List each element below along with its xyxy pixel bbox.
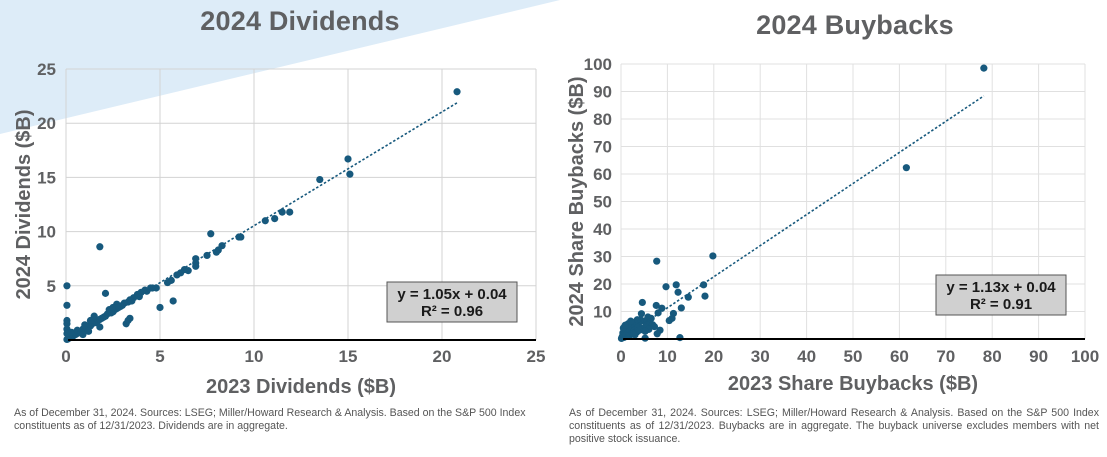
buybacks-data-point <box>709 252 717 260</box>
buybacks-data-point <box>641 327 649 335</box>
buybacks-chart-title: 2024 Buybacks <box>756 10 954 40</box>
buybacks-data-point <box>653 257 661 265</box>
dividends-y-tick-label: 15 <box>37 168 56 187</box>
buybacks-y-tick-label: 30 <box>593 248 612 267</box>
buybacks-x-tick-label: 80 <box>983 347 1002 366</box>
dividends-data-point <box>261 217 269 225</box>
buybacks-x-tick-label: 90 <box>1029 347 1048 366</box>
dividends-equation-text: y = 1.05x + 0.04 <box>397 286 507 303</box>
buybacks-equation-text: y = 1.13x + 0.04 <box>946 279 1056 296</box>
buybacks-x-tick-label: 60 <box>890 347 909 366</box>
dividends-y-tick-label: 25 <box>37 60 56 79</box>
buybacks-x-axis-title: 2023 Share Buybacks ($B) <box>728 373 978 395</box>
buybacks-data-point <box>650 323 659 331</box>
dividends-x-tick-label: 10 <box>245 347 264 366</box>
buybacks-data-point <box>674 288 682 296</box>
buybacks-x-tick-label: 50 <box>844 347 863 366</box>
dividends-data-point <box>453 88 461 96</box>
buybacks-x-tick-label: 70 <box>936 347 955 366</box>
buybacks-data-point <box>701 292 709 300</box>
buybacks-equation-box <box>935 274 1067 316</box>
dividends-x-tick-label: 5 <box>155 347 164 366</box>
buybacks-x-tick-label: 20 <box>704 347 723 366</box>
dividends-y-tick-label: 20 <box>37 114 56 133</box>
dividends-x-tick-label: 20 <box>433 347 452 366</box>
dividends-data-point <box>109 303 117 312</box>
dividends-data-point <box>207 230 215 238</box>
buybacks-data-point <box>652 301 660 310</box>
buybacks-y-axis-title: 2024 Share Buybacks ($B) <box>566 76 588 326</box>
buybacks-data-point <box>662 283 670 291</box>
dividends-x-axis-title: 2023 Dividends ($B) <box>206 376 396 398</box>
buybacks-x-tick-label: 40 <box>797 347 816 366</box>
dividends-data-point <box>344 155 352 163</box>
buybacks-y-tick-label: 70 <box>593 138 612 157</box>
dividends-data-point <box>96 323 104 331</box>
buybacks-data-point <box>637 310 646 318</box>
dividends-data-point <box>316 175 324 184</box>
dividends-chart-title: 2024 Dividends <box>200 6 400 36</box>
buybacks-data-point <box>653 330 661 338</box>
buybacks-r-squared-text: R² = 0.91 <box>970 296 1032 313</box>
dividends-data-point <box>163 278 172 287</box>
buybacks-x-tick-label: 100 <box>1071 347 1099 366</box>
buybacks-y-tick-label: 10 <box>593 303 612 322</box>
buybacks-data-point <box>627 317 635 325</box>
dividends-x-tick-label: 15 <box>339 347 358 366</box>
buybacks-data-point <box>677 304 685 312</box>
dividends-data-point <box>278 208 286 216</box>
dividends-data-point <box>346 170 354 178</box>
buybacks-x-tick-label: 10 <box>658 347 677 366</box>
buybacks-y-tick-label: 80 <box>593 110 612 129</box>
buybacks-data-point <box>676 334 684 342</box>
buybacks-data-point <box>980 64 988 72</box>
dividends-data-point <box>156 303 164 312</box>
dividends-data-point <box>84 327 93 335</box>
dividends-x-tick-label: 25 <box>527 347 546 366</box>
buybacks-gridlines <box>620 63 1086 339</box>
dividends-y-tick-label: 10 <box>37 223 56 242</box>
dividends-data-point <box>63 301 71 309</box>
buybacks-data-point <box>621 321 629 329</box>
dividends-data-point <box>169 297 177 305</box>
buybacks-trendline <box>620 95 985 340</box>
buybacks-data-point <box>672 281 680 289</box>
dividends-x-tick-label: 0 <box>61 347 70 366</box>
buybacks-x-tick-label: 30 <box>751 347 770 366</box>
dividends-data-point <box>124 316 132 325</box>
buybacks-data-point <box>902 164 910 172</box>
buybacks-data-point <box>668 314 676 322</box>
dividends-data-point <box>271 214 279 223</box>
buybacks-y-tick-label: 20 <box>593 275 612 294</box>
buybacks-x-tick-label: 0 <box>616 347 625 366</box>
dividends-data-point <box>192 262 200 270</box>
buybacks-y-tick-label: 90 <box>593 83 612 102</box>
dividends-y-tick-label: 5 <box>47 277 56 296</box>
buybacks-y-tick-label: 60 <box>593 165 612 184</box>
dividends-data-point <box>286 208 294 216</box>
dividends-r-squared-text: R² = 0.96 <box>421 303 483 320</box>
dividends-data-point <box>63 320 71 328</box>
buybacks-data-points <box>617 64 988 343</box>
dividends-data-point <box>96 243 104 251</box>
dividends-data-point <box>63 282 71 290</box>
dividends-footnote: As of December 31, 2024. Sources: LSEG; … <box>14 407 526 432</box>
dividends-data-point <box>79 330 87 339</box>
buybacks-data-point <box>629 329 637 338</box>
buybacks-data-point <box>638 298 646 307</box>
dividends-equation-box <box>386 281 518 323</box>
dividends-y-axis-title: 2024 Dividends ($B) <box>13 109 35 299</box>
buybacks-footnote: As of December 31, 2024. Sources: LSEG; … <box>569 407 1099 445</box>
buybacks-y-tick-label: 100 <box>584 55 612 74</box>
buybacks-y-tick-label: 40 <box>593 220 612 239</box>
buybacks-y-tick-label: 50 <box>593 193 612 212</box>
dividends-data-point <box>101 289 110 297</box>
dividends-data-point <box>86 316 95 325</box>
